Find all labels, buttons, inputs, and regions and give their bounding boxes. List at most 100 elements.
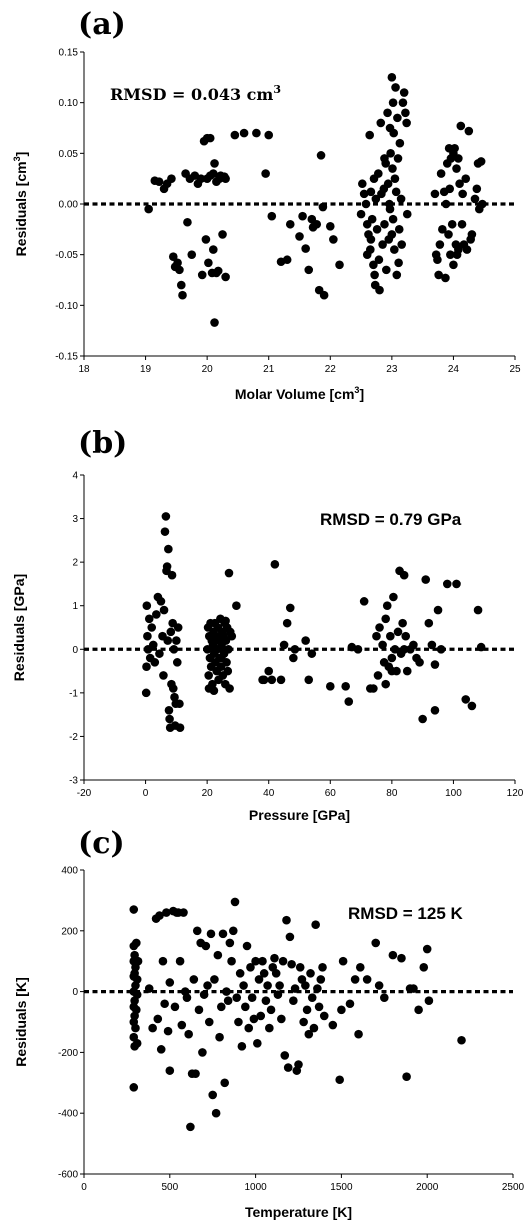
data-point bbox=[239, 981, 248, 990]
data-point bbox=[148, 1023, 157, 1033]
y-tick-label: -200 bbox=[58, 1048, 78, 1059]
data-point bbox=[164, 705, 174, 715]
data-point bbox=[168, 252, 178, 261]
data-point bbox=[372, 631, 381, 641]
data-point bbox=[414, 1005, 423, 1015]
data-point bbox=[179, 908, 188, 917]
y-tick-label: -600 bbox=[58, 1170, 78, 1181]
data-point bbox=[144, 204, 153, 214]
x-tick-label: 60 bbox=[325, 788, 337, 799]
data-point bbox=[419, 962, 429, 972]
data-point bbox=[129, 905, 139, 914]
data-point bbox=[132, 1038, 142, 1048]
data-point bbox=[273, 990, 283, 999]
data-point bbox=[449, 260, 458, 270]
data-point bbox=[159, 605, 169, 615]
y-tick-label: -0.10 bbox=[55, 301, 78, 312]
data-point bbox=[208, 1090, 217, 1100]
data-point bbox=[266, 1005, 276, 1015]
data-point bbox=[210, 159, 219, 168]
data-point bbox=[307, 993, 317, 1002]
data-point bbox=[156, 1045, 166, 1054]
x-tick-label: 21 bbox=[263, 364, 275, 375]
data-point bbox=[224, 644, 233, 654]
data-point bbox=[215, 1032, 224, 1042]
data-point bbox=[170, 692, 179, 702]
y-tick-label: 0.00 bbox=[59, 200, 79, 211]
data-point bbox=[154, 177, 164, 187]
data-point bbox=[436, 644, 446, 654]
data-point bbox=[175, 699, 184, 709]
data-point bbox=[173, 623, 183, 632]
x-axis-title: Temperature [K] bbox=[245, 1204, 352, 1220]
data-point bbox=[455, 179, 464, 189]
data-point bbox=[285, 603, 295, 613]
data-point bbox=[176, 280, 186, 290]
data-point bbox=[366, 235, 376, 244]
data-point bbox=[232, 601, 241, 611]
data-point bbox=[424, 996, 434, 1006]
data-point bbox=[427, 640, 437, 650]
x-axis-title-tail: ] bbox=[359, 386, 364, 402]
data-point bbox=[355, 962, 365, 972]
data-point bbox=[409, 640, 418, 650]
data-point bbox=[230, 897, 240, 907]
data-point bbox=[398, 618, 407, 628]
data-point bbox=[389, 592, 398, 602]
data-point bbox=[261, 996, 271, 1006]
data-point bbox=[470, 194, 480, 204]
data-point bbox=[464, 126, 474, 136]
data-point bbox=[152, 610, 161, 619]
data-point bbox=[192, 926, 202, 936]
x-tick-label: 19 bbox=[140, 364, 152, 375]
data-point bbox=[395, 138, 405, 148]
data-point bbox=[385, 123, 395, 133]
data-point bbox=[204, 671, 213, 680]
data-point bbox=[370, 270, 379, 280]
data-point bbox=[369, 684, 378, 693]
data-point bbox=[264, 666, 274, 676]
data-point bbox=[341, 682, 350, 691]
y-tick-label: 0.05 bbox=[59, 149, 79, 160]
data-point bbox=[386, 631, 395, 641]
data-point bbox=[433, 605, 443, 615]
data-point bbox=[314, 1002, 324, 1012]
data-point bbox=[388, 950, 398, 960]
data-point bbox=[467, 230, 477, 239]
data-point bbox=[244, 1023, 254, 1033]
data-point bbox=[172, 658, 182, 667]
data-point bbox=[329, 235, 338, 244]
data-point bbox=[301, 981, 310, 990]
data-point bbox=[221, 272, 230, 282]
data-point bbox=[175, 723, 185, 733]
data-point bbox=[302, 1005, 312, 1015]
data-point bbox=[454, 245, 463, 254]
data-point bbox=[197, 270, 207, 280]
data-point bbox=[467, 701, 477, 711]
data-point bbox=[294, 1060, 303, 1069]
data-point bbox=[390, 245, 399, 254]
x-axis-title-superscript: 3 bbox=[354, 385, 359, 395]
data-point bbox=[476, 642, 486, 652]
data-point bbox=[335, 1075, 344, 1085]
data-point bbox=[230, 130, 240, 140]
data-point bbox=[318, 202, 328, 212]
data-point bbox=[312, 219, 322, 229]
y-axis-title-tail: ] bbox=[13, 152, 29, 157]
x-tick-label: 0 bbox=[143, 788, 149, 799]
data-point bbox=[344, 697, 354, 706]
y-tick-label: -0.05 bbox=[55, 250, 78, 261]
data-point bbox=[277, 1014, 286, 1024]
data-point bbox=[441, 273, 450, 283]
data-point bbox=[182, 993, 192, 1002]
data-point bbox=[275, 981, 284, 990]
data-point bbox=[438, 225, 447, 234]
data-point bbox=[373, 671, 383, 680]
data-point bbox=[264, 130, 274, 140]
data-point bbox=[252, 128, 261, 138]
data-point bbox=[173, 258, 182, 268]
data-point bbox=[189, 975, 199, 984]
data-point bbox=[328, 1020, 338, 1030]
data-point bbox=[367, 214, 377, 224]
data-point bbox=[164, 544, 173, 554]
